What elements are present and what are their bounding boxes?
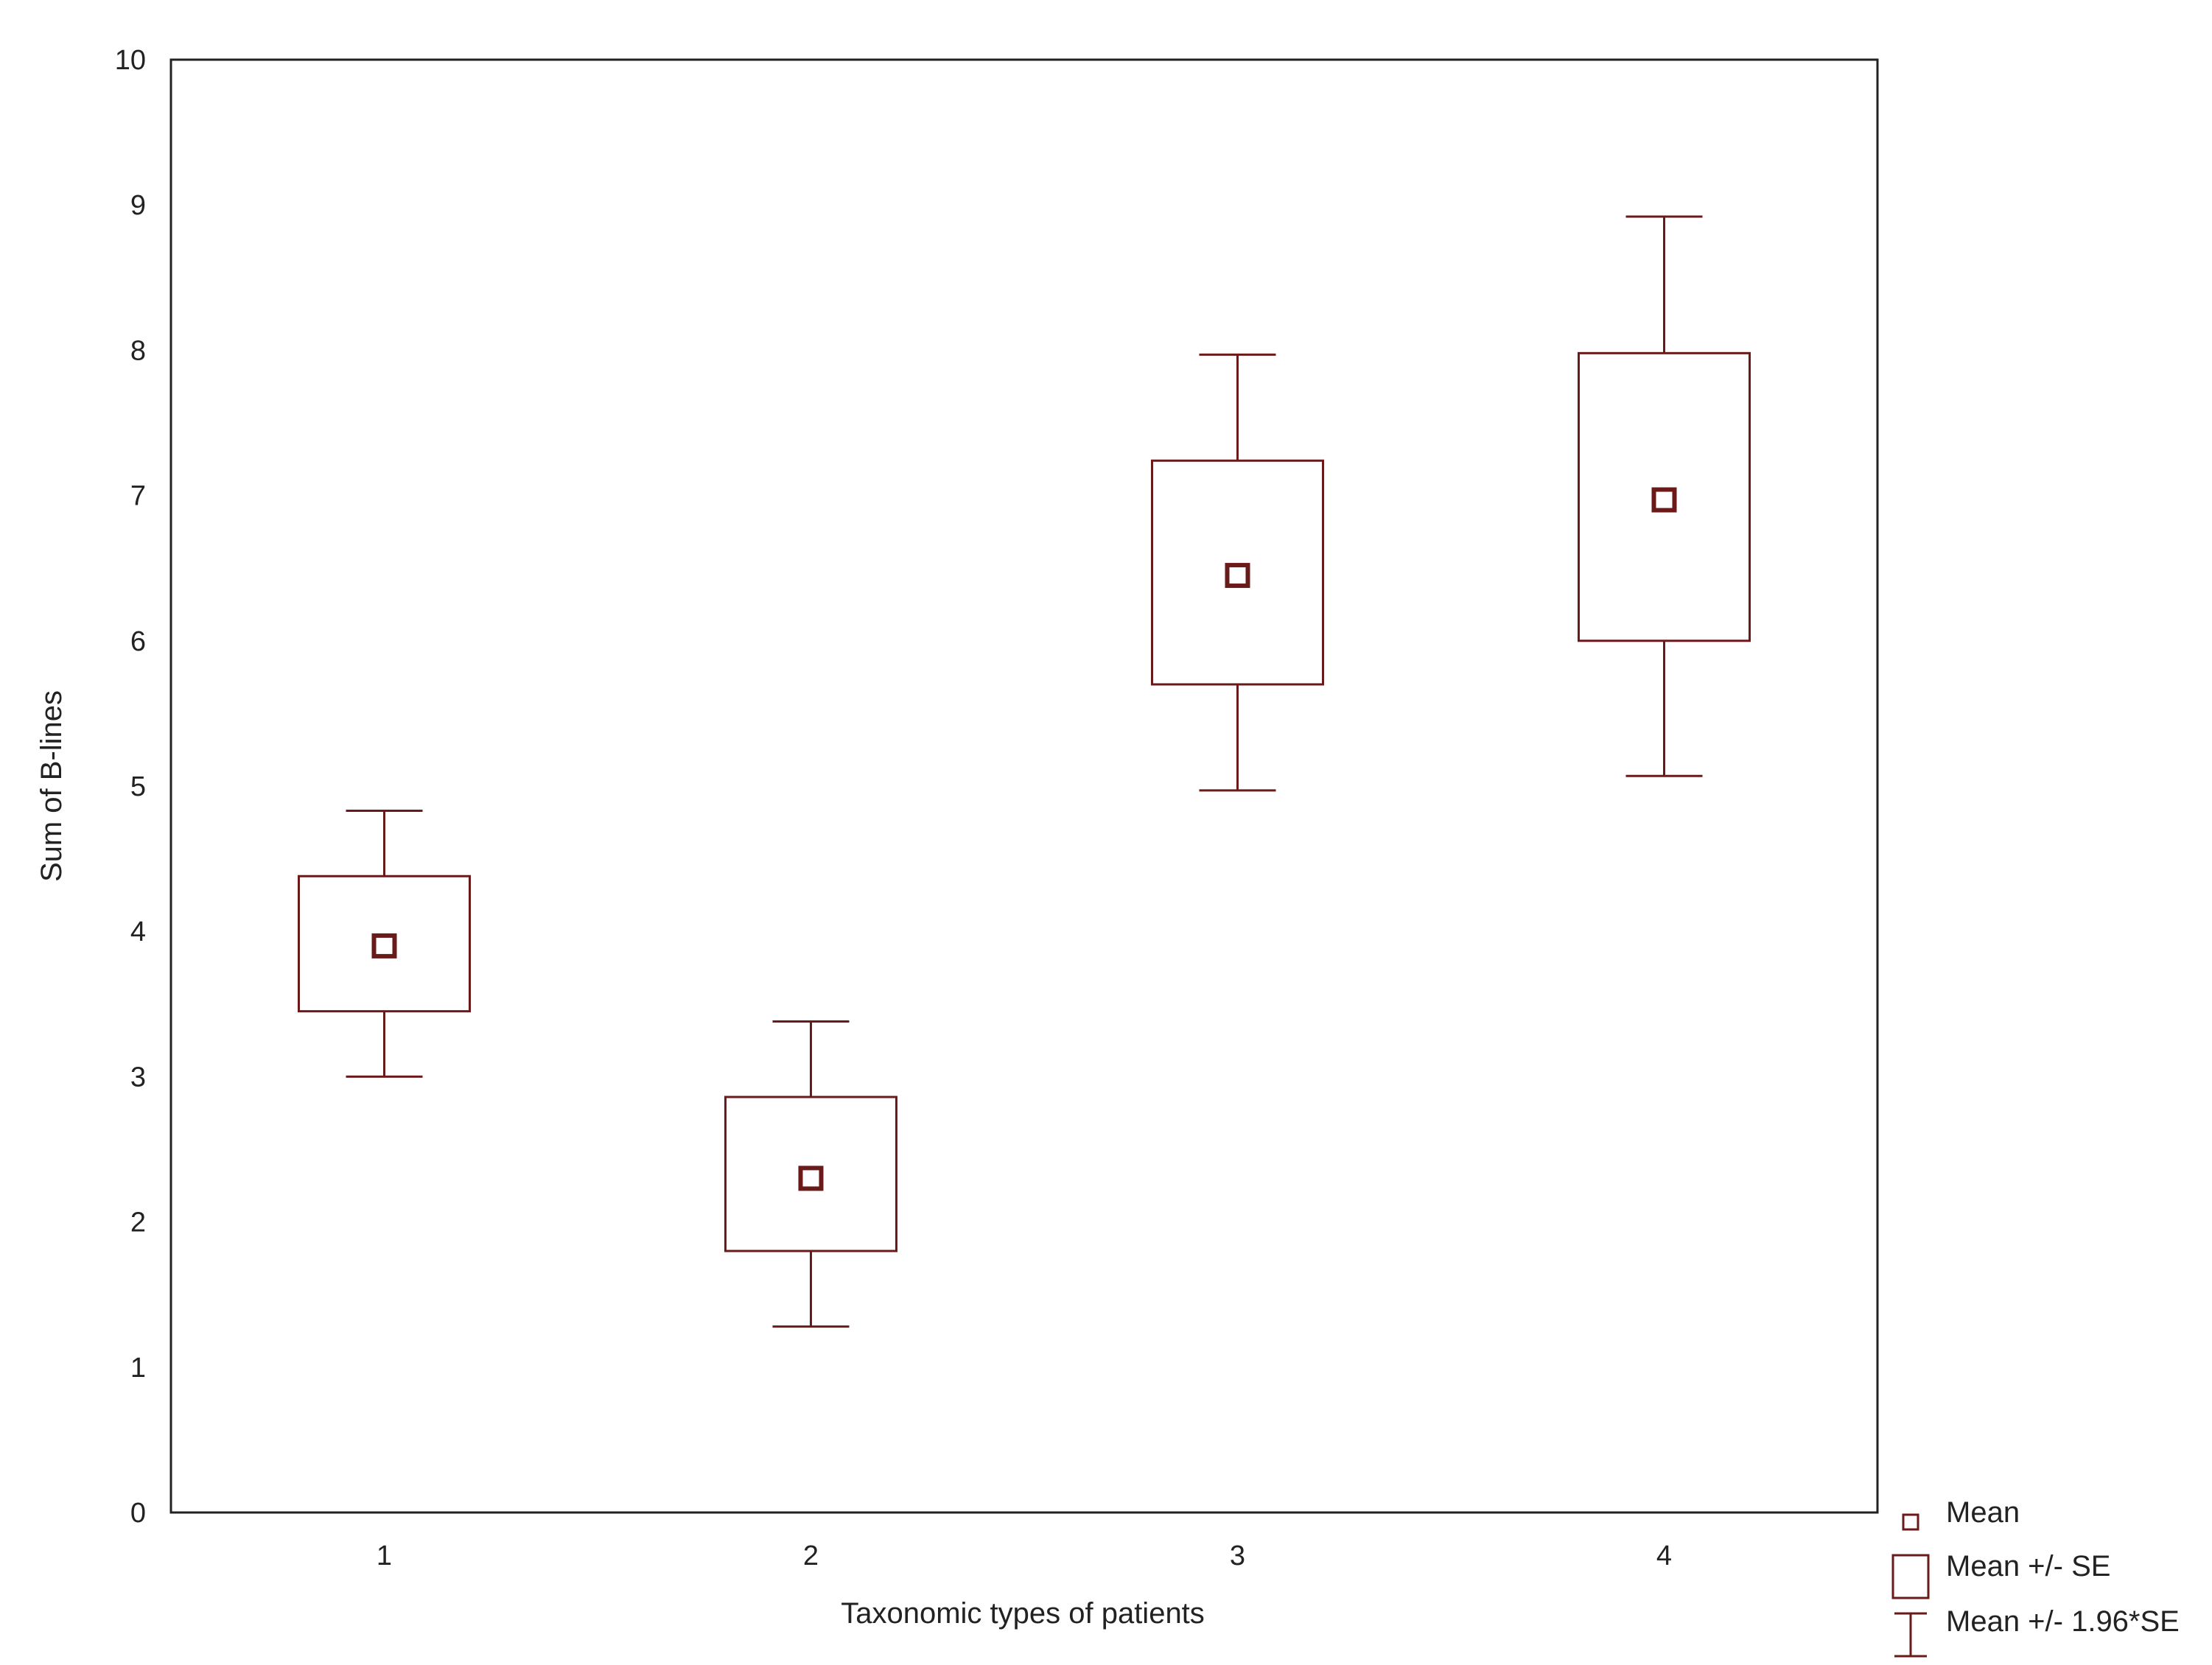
mean-marker <box>798 1166 824 1191</box>
legend-item-se-box: Mean +/- SE <box>1891 1550 2110 1599</box>
mean-marker <box>371 933 397 958</box>
x-tick-label: 3 <box>1230 1540 1245 1571</box>
legend: Mean Mean +/- SE Mean +/- 1.96*SE <box>1891 1496 2180 1658</box>
legend-item-mean-marker: Mean <box>1902 1496 2020 1531</box>
box-group-1 <box>298 810 471 1078</box>
box-group-2 <box>724 1020 897 1328</box>
legend-mean-icon <box>1902 1513 1919 1531</box>
y-tick-label: 0 <box>130 1498 146 1529</box>
y-tick-label: 3 <box>130 1062 146 1093</box>
x-axis-ticks: 1 2 3 4 <box>377 1540 1672 1571</box>
legend-label: Mean <box>1946 1496 2020 1529</box>
y-tick-label: 10 <box>115 45 146 76</box>
y-axis-ticks: 0 1 2 3 4 5 6 7 8 9 10 <box>115 45 146 1529</box>
x-tick-label: 2 <box>803 1540 819 1571</box>
mean-marker <box>1651 487 1677 513</box>
y-axis-title: Sum of B-lines <box>35 690 68 882</box>
y-tick-label: 5 <box>130 771 146 802</box>
y-tick-label: 6 <box>130 626 146 657</box>
x-tick-label: 1 <box>377 1540 392 1571</box>
plot-area-frame <box>169 58 1879 1514</box>
legend-se-box-icon <box>1891 1554 1930 1599</box>
legend-label: Mean +/- SE <box>1946 1550 2110 1582</box>
mean-marker <box>1225 563 1250 589</box>
y-tick-label: 4 <box>130 916 146 947</box>
y-tick-label: 1 <box>130 1353 146 1384</box>
box-group-3 <box>1151 353 1324 792</box>
y-tick-label: 9 <box>130 190 146 221</box>
box-series <box>298 215 1751 1328</box>
y-tick-label: 2 <box>130 1207 146 1238</box>
legend-item-ci-whisker: Mean +/- 1.96*SE <box>1894 1605 2180 1658</box>
y-tick-label: 8 <box>130 335 146 366</box>
x-tick-label: 4 <box>1656 1540 1672 1571</box>
x-axis-title: Taxonomic types of patients <box>841 1597 1205 1630</box>
y-tick-label: 7 <box>130 481 146 512</box>
legend-label: Mean +/- 1.96*SE <box>1946 1605 2180 1638</box>
box-group-4 <box>1578 215 1751 777</box>
